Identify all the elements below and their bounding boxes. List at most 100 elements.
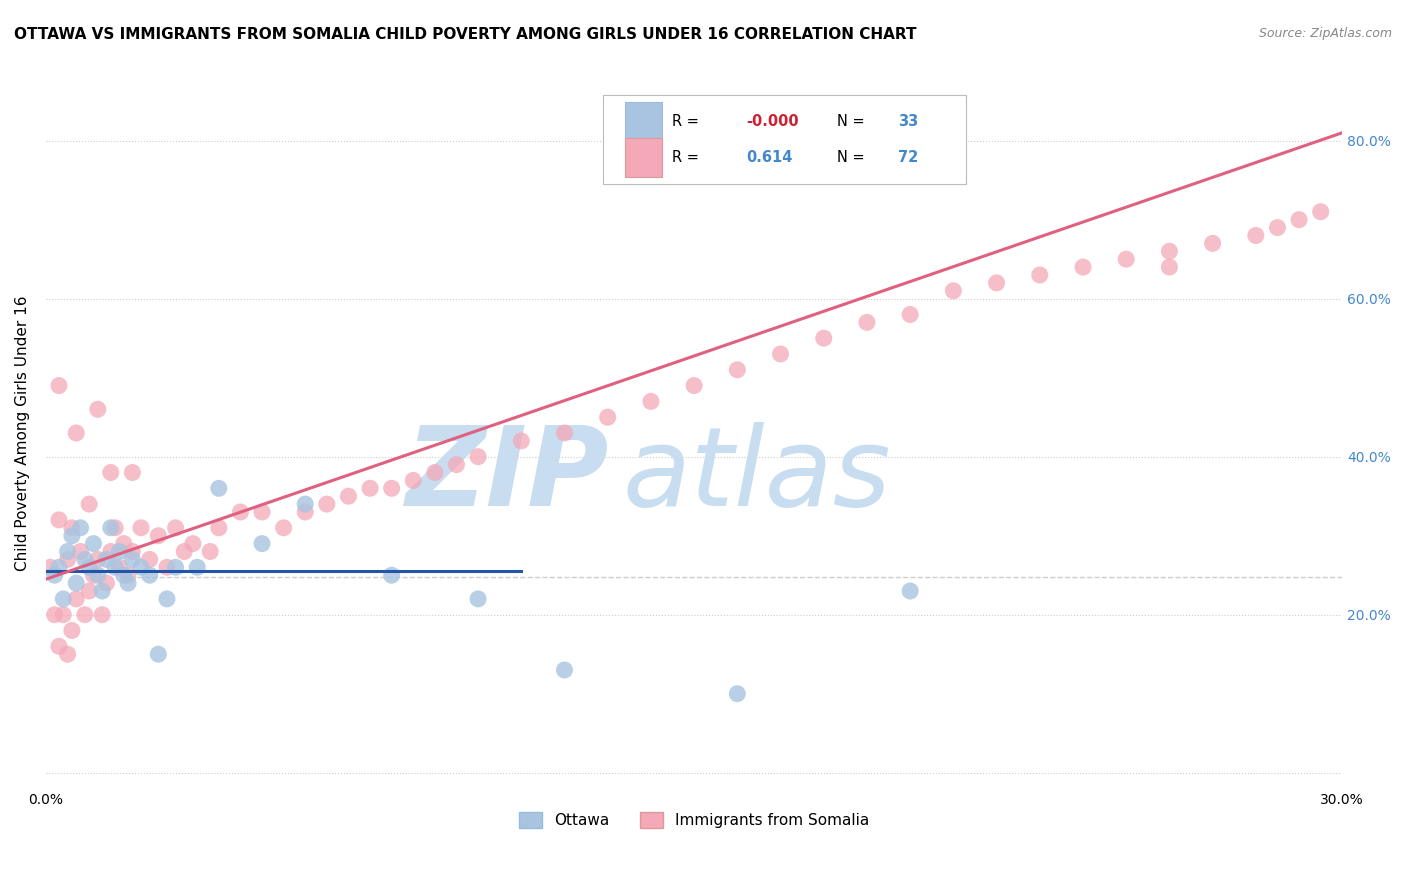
Point: [138, 568, 160, 582]
Point: [60, 521, 83, 535]
Point: [337, 489, 360, 503]
Point: [52, 591, 75, 606]
Point: [156, 591, 179, 606]
Point: [186, 560, 208, 574]
Text: Source: ZipAtlas.com: Source: ZipAtlas.com: [1258, 27, 1392, 40]
Point: [856, 315, 879, 329]
Text: OTTAWA VS IMMIGRANTS FROM SOMALIA CHILD POVERTY AMONG GIRLS UNDER 16 CORRELATION: OTTAWA VS IMMIGRANTS FROM SOMALIA CHILD …: [14, 27, 917, 42]
FancyBboxPatch shape: [603, 95, 966, 184]
Point: [117, 568, 139, 582]
Point: [1159, 260, 1181, 274]
Point: [44, 607, 66, 622]
Point: [60, 529, 83, 543]
Point: [56, 647, 79, 661]
Text: -0.000: -0.000: [747, 114, 799, 129]
Point: [198, 544, 221, 558]
Point: [52, 607, 75, 622]
Point: [553, 425, 575, 440]
Text: R =: R =: [672, 114, 703, 129]
Point: [121, 466, 143, 480]
Point: [129, 560, 152, 574]
Point: [39, 560, 62, 574]
Point: [87, 568, 110, 582]
Text: 72: 72: [897, 150, 918, 165]
Point: [117, 576, 139, 591]
Point: [112, 568, 135, 582]
Point: [898, 584, 921, 599]
Point: [1071, 260, 1094, 274]
Point: [129, 521, 152, 535]
Point: [181, 536, 204, 550]
Bar: [626, 138, 662, 178]
Point: [100, 521, 122, 535]
Point: [898, 308, 921, 322]
Point: [77, 584, 100, 599]
Point: [73, 607, 96, 622]
Point: [1029, 268, 1052, 282]
Text: N =: N =: [837, 114, 869, 129]
Point: [148, 529, 170, 543]
Point: [104, 560, 127, 574]
Point: [156, 560, 179, 574]
Point: [165, 521, 187, 535]
Point: [467, 450, 489, 464]
Point: [138, 552, 160, 566]
Point: [273, 521, 295, 535]
Point: [596, 410, 619, 425]
Point: [87, 552, 110, 566]
Point: [208, 521, 231, 535]
Point: [1288, 212, 1310, 227]
Point: [229, 505, 252, 519]
Point: [510, 434, 533, 448]
Point: [77, 497, 100, 511]
Point: [56, 552, 79, 566]
Point: [294, 505, 316, 519]
Point: [640, 394, 662, 409]
Point: [100, 544, 122, 558]
Point: [148, 647, 170, 661]
Point: [725, 363, 748, 377]
Point: [725, 687, 748, 701]
Point: [91, 607, 114, 622]
Point: [1309, 204, 1331, 219]
Point: [48, 560, 70, 574]
Bar: [626, 102, 662, 141]
Point: [769, 347, 792, 361]
Point: [77, 560, 100, 574]
Point: [48, 640, 70, 654]
Point: [65, 591, 87, 606]
Point: [91, 584, 114, 599]
Point: [813, 331, 835, 345]
Point: [446, 458, 468, 472]
Point: [65, 425, 87, 440]
Point: [294, 497, 316, 511]
Text: N =: N =: [837, 150, 869, 165]
Point: [208, 481, 231, 495]
Point: [467, 591, 489, 606]
Point: [423, 466, 446, 480]
Point: [942, 284, 965, 298]
Point: [100, 466, 122, 480]
Point: [1267, 220, 1289, 235]
Point: [44, 568, 66, 582]
Legend: Ottawa, Immigrants from Somalia: Ottawa, Immigrants from Somalia: [513, 806, 876, 834]
Point: [104, 521, 127, 535]
Point: [173, 544, 195, 558]
Point: [60, 624, 83, 638]
Point: [315, 497, 337, 511]
Point: [73, 552, 96, 566]
Point: [250, 505, 273, 519]
Point: [553, 663, 575, 677]
Point: [48, 378, 70, 392]
Point: [381, 481, 404, 495]
Point: [83, 536, 105, 550]
Point: [381, 568, 404, 582]
Text: 0.614: 0.614: [747, 150, 793, 165]
Point: [1244, 228, 1267, 243]
Point: [165, 560, 187, 574]
Text: 33: 33: [897, 114, 918, 129]
Point: [112, 536, 135, 550]
Text: ZIP: ZIP: [406, 422, 610, 529]
Point: [56, 544, 79, 558]
Text: atlas: atlas: [623, 422, 891, 529]
